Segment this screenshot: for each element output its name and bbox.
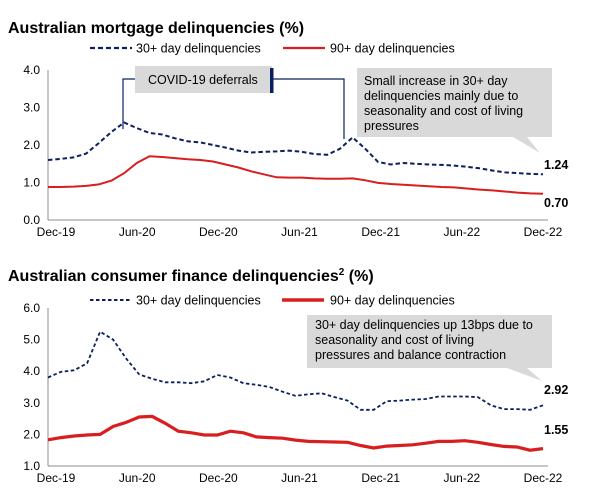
chart1-x-tick-label: Dec-19 <box>37 225 76 239</box>
chart2-y-tick-label: 3.0 <box>23 396 40 410</box>
chart1-y-tick-label: 2.0 <box>23 138 40 152</box>
chart2-callout-box <box>307 315 552 381</box>
chart2-y-tick-label: 4.0 <box>23 364 40 378</box>
chart1-x-tick-label: Jun-22 <box>443 225 480 239</box>
chart2-x-tick-label: Jun-21 <box>281 471 318 485</box>
chart2-y-tick-label: 5.0 <box>23 333 40 347</box>
chart2-series-30-line <box>47 330 544 411</box>
chart1-legend: 30+ day delinquencies 90+ day delinquenc… <box>90 42 455 56</box>
covid-callout-box <box>135 66 272 93</box>
chart1-x-ticks: Dec-19 Jun-20 Dec-20 Jun-21 Dec-21 Jun-22 Dec-… <box>37 225 563 239</box>
chart2-x-tick-label: Dec-19 <box>37 471 76 485</box>
chart1-x-tick-label: Dec-22 <box>524 225 563 239</box>
chart2-y-tick-label: 6.0 <box>23 301 40 315</box>
chart1-y-tick-label: 3.0 <box>23 101 40 115</box>
chart1-y-tick-label: 0.0 <box>23 213 40 227</box>
chart1-series-30-line <box>47 121 544 176</box>
chart1-y-tick-label: 1.0 <box>23 176 40 190</box>
chart2-x-tick-label: Dec-20 <box>199 471 238 485</box>
covid-bracket-right <box>272 78 345 139</box>
chart1-title: Australian mortgage delinquencies (%) <box>8 20 304 37</box>
chart1-series-90-line <box>48 155 544 195</box>
chart2-legend-label-30: 30+ day delinquencies <box>136 294 261 308</box>
chart1-legend-label-90: 90+ day delinquencies <box>330 42 455 56</box>
chart1-end-label-90: 0.70 <box>544 196 568 210</box>
chart2-x-tick-label: Jun-20 <box>119 471 156 485</box>
consumer-finance-chart: Australian consumer finance delinquencie… <box>8 267 568 485</box>
chart1-legend-label-30: 30+ day delinquencies <box>136 42 261 56</box>
covid-bracket-bar <box>270 68 274 93</box>
chart2-legend-label-90: 90+ day delinquencies <box>330 294 455 308</box>
covid-deferrals-callout: COVID-19 deferrals <box>122 66 345 139</box>
chart1-y-tick-label: 4.0 <box>23 63 40 77</box>
chart2-y-ticks: 1.0 2.0 3.0 4.0 5.0 6.0 <box>23 301 40 473</box>
chart2-y-tick-label: 1.0 <box>23 459 40 473</box>
chart1-x-tick-label: Dec-21 <box>361 225 400 239</box>
chart1-y-ticks: 0.0 1.0 2.0 3.0 4.0 <box>23 63 40 227</box>
chart2-y-tick-label: 2.0 <box>23 427 40 441</box>
chart2-end-label-90: 1.55 <box>544 423 568 437</box>
chart1-callout-box <box>357 68 552 153</box>
chart2-seasonality-callout: 30+ day delinquencies up 13bps due to sea… <box>307 315 552 381</box>
chart2-callout-text: 30+ day delinquencies up 13bps due to sea… <box>315 318 533 362</box>
chart2-end-label-30: 2.92 <box>544 383 568 397</box>
chart1-seasonality-callout: Small increase in 30+ day delinquencies m… <box>357 68 552 153</box>
chart2-x-tick-label: Dec-21 <box>361 471 400 485</box>
chart1-callout-text: Small increase in 30+ day delinquencies m… <box>364 74 523 133</box>
chart2-series-90-line <box>47 414 544 452</box>
chart2-title: Australian consumer finance delinquencie… <box>8 267 374 285</box>
covid-bracket-left <box>122 78 135 129</box>
chart1-x-tick-label: Jun-20 <box>119 225 156 239</box>
chart1-end-label-30: 1.24 <box>544 158 568 172</box>
chart2-x-tick-label: Jun-22 <box>443 471 480 485</box>
chart2-legend: 30+ day delinquencies 90+ day delinquenc… <box>90 294 455 308</box>
covid-callout-text: COVID-19 deferrals <box>148 73 258 87</box>
chart1-x-tick-label: Dec-20 <box>199 225 238 239</box>
chart2-x-tick-label: Dec-22 <box>524 471 563 485</box>
chart2-x-ticks: Dec-19 Jun-20 Dec-20 Jun-21 Dec-21 Jun-22 Dec-… <box>37 471 563 485</box>
mortgage-chart: Australian mortgage delinquencies (%) 30… <box>8 20 568 239</box>
chart1-x-tick-label: Jun-21 <box>281 225 318 239</box>
